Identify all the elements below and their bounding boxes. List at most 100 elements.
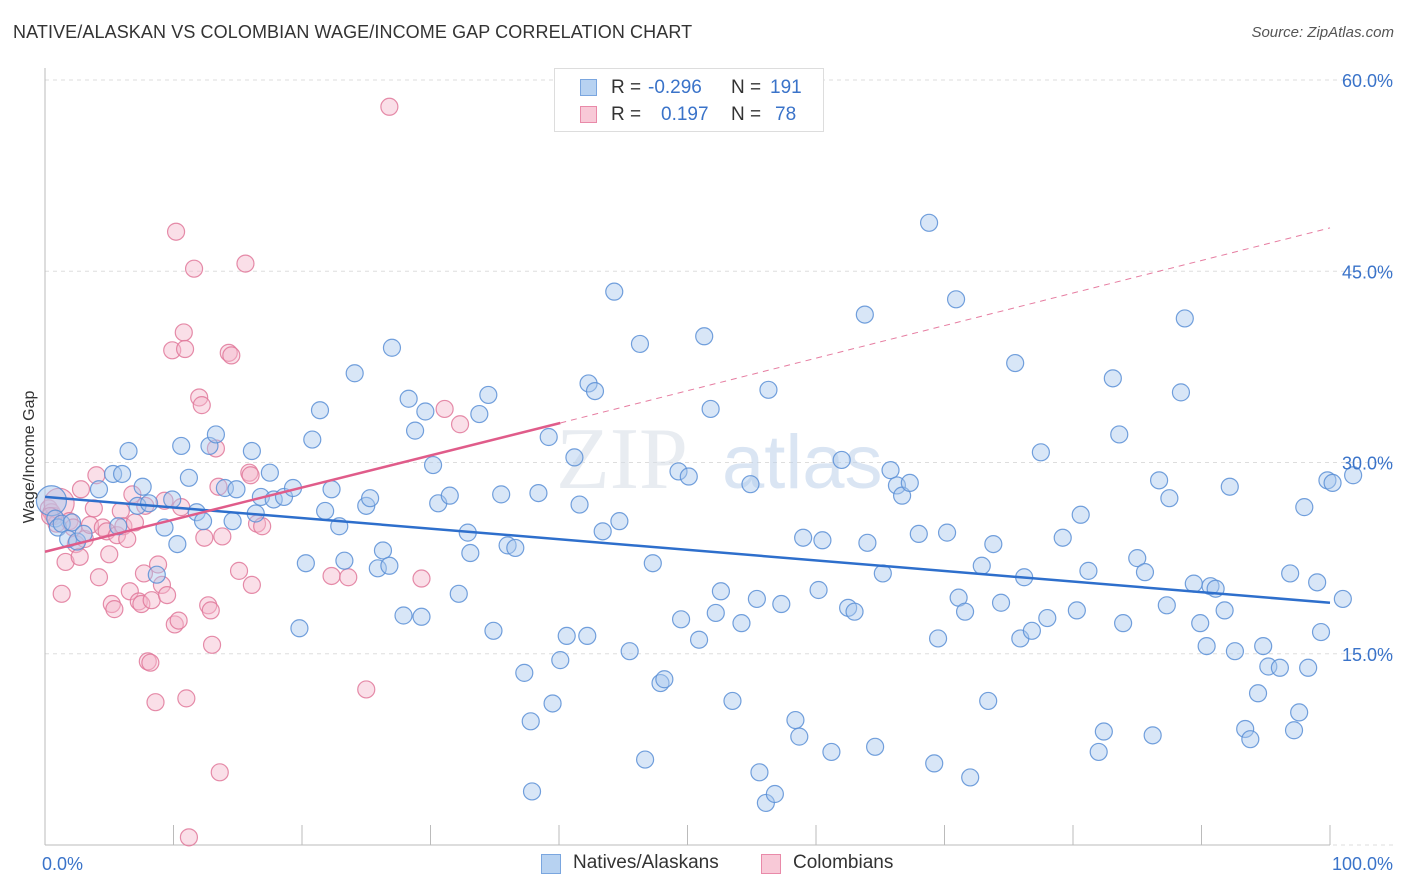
natives-point-28 [227, 480, 246, 499]
colombians-point-23 [111, 501, 130, 521]
natives-point-16 [147, 565, 166, 584]
natives-point-74 [551, 651, 570, 670]
natives-point-151 [1114, 614, 1133, 633]
colombians-point-11 [71, 480, 91, 499]
natives-point-129 [946, 290, 966, 309]
colombians-point-58 [209, 477, 228, 496]
natives-point-54 [412, 607, 431, 626]
natives-point-85 [630, 334, 650, 354]
colombians-point-5 [52, 584, 71, 603]
trend-lines [44, 227, 1331, 604]
natives-point-43 [335, 551, 354, 570]
gridlines [45, 79, 1395, 846]
natives-point-137 [1006, 353, 1025, 373]
natives-point-111 [813, 531, 832, 550]
natives-point-86 [635, 750, 655, 769]
natives-point-102 [750, 763, 769, 782]
natives-point-51 [394, 606, 413, 625]
colombians-point-47 [175, 339, 195, 359]
natives-point-132 [961, 768, 980, 787]
colombians-point-62 [222, 346, 241, 365]
natives-point-98 [723, 691, 742, 711]
correlation-stats-box: R = -0.296 N = 191 R = 0.197 N = 78 [554, 68, 824, 132]
natives-point-48 [373, 541, 393, 560]
y-tick-label-3: 60.0% [1342, 71, 1393, 91]
natives-point-62 [470, 404, 489, 424]
natives-point-67 [506, 538, 525, 558]
natives-point-169 [1241, 730, 1260, 749]
natives-point-163 [1201, 577, 1220, 596]
natives-point-171 [1254, 636, 1273, 656]
colombians-point-26 [120, 582, 139, 601]
natives-point-113 [832, 450, 851, 470]
natives-point-168 [1236, 719, 1255, 739]
stats-n-label: N = [731, 77, 762, 98]
colombians-point-41 [163, 341, 182, 360]
natives-point-5 [62, 513, 82, 532]
natives-point-184 [1344, 466, 1363, 485]
colombians-point-16 [89, 568, 109, 587]
natives-point-69 [521, 712, 540, 731]
natives-point-26 [215, 478, 234, 498]
natives-point-153 [1135, 563, 1155, 582]
colombians-point-10 [70, 547, 89, 566]
colombians-point-34 [141, 653, 160, 672]
natives-point-134 [979, 691, 998, 711]
stats-r-value-natives: -0.296 [648, 77, 702, 98]
natives-point-126 [925, 754, 944, 773]
colombians-point-59 [210, 763, 229, 782]
natives-point-135 [984, 534, 1003, 554]
stats-n-value-natives: 191 [770, 77, 802, 98]
natives-point-148 [1094, 722, 1113, 741]
colombians-point-73 [380, 97, 399, 116]
watermark-atlas: atlas [722, 420, 883, 505]
natives-point-64 [484, 621, 503, 640]
natives-point-123 [900, 473, 919, 492]
stats-r-label: R = [611, 77, 642, 98]
natives-point-125 [919, 213, 939, 232]
natives-point-23 [193, 512, 213, 531]
colombians-point-39 [155, 491, 174, 510]
natives-point-112 [822, 742, 841, 762]
natives-point-10 [109, 517, 128, 536]
colombians-point-19 [100, 545, 119, 564]
natives-point-76 [565, 448, 584, 467]
colombians-point-75 [435, 399, 454, 419]
natives-point-78 [578, 626, 597, 646]
natives-point-104 [759, 380, 778, 399]
colombians-point-72 [357, 680, 376, 699]
colombians-point-20 [102, 594, 121, 614]
natives-point-84 [620, 642, 639, 661]
natives-point-75 [557, 626, 576, 646]
natives-point-175 [1284, 721, 1304, 740]
natives-point-8 [89, 480, 109, 499]
natives-point-61 [461, 543, 480, 563]
natives-point-55 [416, 402, 435, 421]
natives-point-59 [449, 584, 468, 603]
colombians-point-46 [174, 323, 193, 342]
natives-point-182 [1323, 473, 1342, 492]
natives-point-87 [643, 554, 662, 573]
natives-point-101 [747, 589, 766, 609]
natives-point-38 [303, 430, 322, 449]
natives-point-172 [1259, 657, 1278, 676]
colombians-point-64 [236, 254, 255, 273]
colombians-point-63 [229, 561, 249, 580]
stats-r-label: R = [611, 104, 642, 125]
colombians-point-60 [213, 527, 232, 546]
natives-point-52 [399, 389, 418, 408]
natives-point-128 [937, 523, 957, 542]
natives-point-90 [669, 462, 688, 481]
natives-point-20 [172, 436, 191, 456]
natives-point-180 [1311, 622, 1331, 642]
natives-point-116 [855, 305, 874, 324]
natives-point-124 [909, 524, 928, 544]
axes [44, 68, 1331, 846]
natives-point-41 [322, 480, 341, 499]
colombians-point-30 [132, 594, 151, 614]
stats-row-natives: R = -0.296 N = 191 [555, 73, 823, 101]
natives-point-161 [1191, 614, 1210, 633]
natives-point-181 [1318, 471, 1337, 490]
colombians-point-44 [169, 611, 188, 630]
